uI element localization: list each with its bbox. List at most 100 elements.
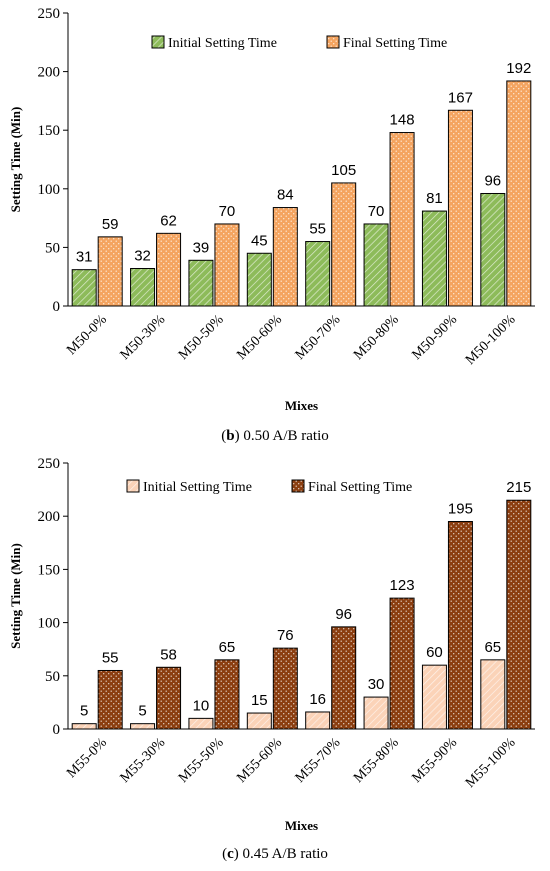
chart-b-caption-text: 0.50 A/B ratio	[239, 428, 329, 444]
chart-c-data-label: 215	[506, 479, 531, 496]
chart-c-data-label: 76	[277, 627, 294, 644]
chart-c-caption-letter: c	[227, 846, 234, 862]
chart-b-y-tick-label: 250	[38, 6, 61, 22]
chart-c-data-label: 96	[335, 606, 352, 623]
chart-b-bar-initial	[480, 192, 506, 307]
chart-b-bar-final	[331, 182, 357, 307]
chart-c-x-tick-label: M55-100%	[463, 735, 519, 791]
chart-c-x-tick-label: M55-80%	[351, 735, 402, 786]
chart-c-bar-initial	[71, 723, 97, 730]
chart-b-data-label: 96	[484, 172, 501, 189]
chart-b-bar-final	[272, 207, 298, 307]
chart-c-y-axis-label: Setting Time (Min)	[8, 543, 23, 649]
chart-b-data-label: 167	[448, 89, 473, 106]
chart-c-y-tick-label: 50	[45, 669, 60, 685]
chart-c-legend-label: Final Setting Time	[308, 480, 412, 495]
chart-c-x-axis-label: Mixes	[285, 818, 318, 833]
chart-c-bar-initial	[305, 711, 331, 730]
chart-b-data-label: 45	[251, 232, 268, 249]
chart-b-data-label: 70	[219, 203, 236, 220]
chart-c-y-tick-label: 250	[38, 456, 61, 472]
chart-c-bar-final	[389, 597, 415, 730]
chart-b-y-tick-label: 200	[38, 65, 61, 81]
chart-b-plot: 0 50 100 150 200 250 Setting Time (Min) Mixes 31…	[8, 6, 535, 413]
chart-b-bar-initial	[305, 241, 331, 307]
chart-b-x-tick-label: M50-30%	[118, 312, 169, 363]
chart-c-data-label: 195	[448, 501, 473, 518]
chart-b-bar-initial	[421, 210, 447, 307]
chart-b-x-tick-label: M50-50%	[176, 312, 227, 363]
chart-c-bar-final	[447, 521, 473, 730]
chart-b-y-tick-label: 50	[45, 240, 60, 256]
chart-c-data-label: 55	[102, 649, 119, 666]
chart-c-legend-label: Initial Setting Time	[143, 480, 252, 495]
chart-c-bar-final	[272, 647, 298, 730]
chart-b-legend-swatch	[326, 35, 340, 49]
chart-c-x-tick-label: M55-70%	[293, 735, 344, 786]
chart-c-y-tick-label: 150	[38, 562, 61, 578]
chart-c-bar-initial	[421, 664, 447, 730]
chart-b-bar-final	[389, 132, 415, 307]
chart-b-data-label: 70	[368, 203, 385, 220]
chart-c-bar-initial	[130, 723, 156, 730]
chart-c-x-tick-label: M55-0%	[64, 735, 110, 781]
chart-c-x-tick-label: M55-60%	[234, 735, 285, 786]
chart-b-bar-final	[447, 109, 473, 307]
chart-b-bar-final	[214, 223, 240, 307]
chart-c-legend-swatch	[291, 479, 305, 493]
chart-b-bar-initial	[71, 269, 97, 307]
chart-c-data-label: 10	[193, 697, 210, 714]
chart-c-x-tick-label: M55-50%	[176, 735, 227, 786]
chart-b-x-axis-label: Mixes	[285, 398, 318, 413]
chart-b-y-tick-label: 0	[53, 299, 61, 315]
chart-b-bar-final	[506, 80, 532, 307]
chart-b-x-tick-label: M50-70%	[293, 312, 344, 363]
chart-c-caption-text: 0.45 A/B ratio	[238, 846, 328, 862]
chart-c-bar-initial	[480, 659, 506, 730]
chart-b-x-tick-label: M50-0%	[64, 312, 110, 358]
chart-b: 0 50 100 150 200 250 Setting Time (Min) Mixes 31…	[8, 6, 535, 444]
chart-c-data-label: 30	[368, 676, 385, 693]
chart-b-legend-swatch	[151, 35, 165, 49]
chart-b-legend-label: Initial Setting Time	[168, 36, 277, 51]
chart-b-data-label: 148	[390, 112, 415, 129]
chart-c-bar-final	[506, 499, 532, 730]
chart-b-data-label: 192	[506, 60, 531, 77]
chart-c-bar-final	[156, 666, 182, 730]
chart-b-caption: (b) 0.50 A/B ratio	[221, 428, 329, 444]
chart-c-data-label: 5	[138, 703, 146, 720]
chart-c-legend-swatch	[126, 479, 140, 493]
chart-b-legend-label: Final Setting Time	[343, 36, 447, 51]
chart-b-data-label: 81	[426, 190, 443, 207]
chart-c-bar-final	[97, 669, 123, 730]
chart-b-data-label: 84	[277, 187, 294, 204]
chart-b-data-label: 32	[134, 247, 151, 264]
chart-b-data-label: 39	[193, 239, 210, 256]
chart-b-data-label: 55	[309, 221, 326, 238]
chart-c-bar-final	[331, 626, 357, 730]
chart-b-x-tick-label: M50-90%	[410, 312, 461, 363]
chart-b-y-axis-label: Setting Time (Min)	[8, 107, 23, 213]
chart-c-y-tick-label: 200	[38, 509, 61, 525]
chart-b-x-tick-label: M50-100%	[463, 312, 519, 368]
chart-c-caption: (c) 0.45 A/B ratio	[222, 846, 328, 862]
chart-c-bar-final	[214, 659, 240, 730]
chart-b-x-tick-label: M50-80%	[351, 312, 402, 363]
chart-c-data-label: 123	[390, 577, 415, 594]
chart-c-bar-initial	[246, 712, 272, 730]
chart-c-x-tick-label: M55-90%	[410, 735, 461, 786]
chart-c: 0 50 100 150 200 250 Setting Time (Min) Mixes 5 5…	[0, 450, 550, 871]
chart-b-data-label: 105	[331, 162, 356, 179]
chart-b-bar-initial	[130, 267, 156, 307]
chart-b-x-tick-label: M50-60%	[234, 312, 285, 363]
chart-b-caption-letter: b	[226, 428, 235, 444]
chart-b-data-label: 62	[160, 212, 177, 229]
chart-b-bar-initial	[188, 259, 214, 307]
chart-c-data-label: 16	[309, 691, 326, 708]
chart-b-bar-initial	[246, 252, 272, 307]
chart-c-x-tick-label: M55-30%	[118, 735, 169, 786]
chart-c-bar-initial	[363, 696, 389, 730]
chart-c-data-label: 15	[251, 692, 268, 709]
chart-c-data-label: 58	[160, 646, 177, 663]
